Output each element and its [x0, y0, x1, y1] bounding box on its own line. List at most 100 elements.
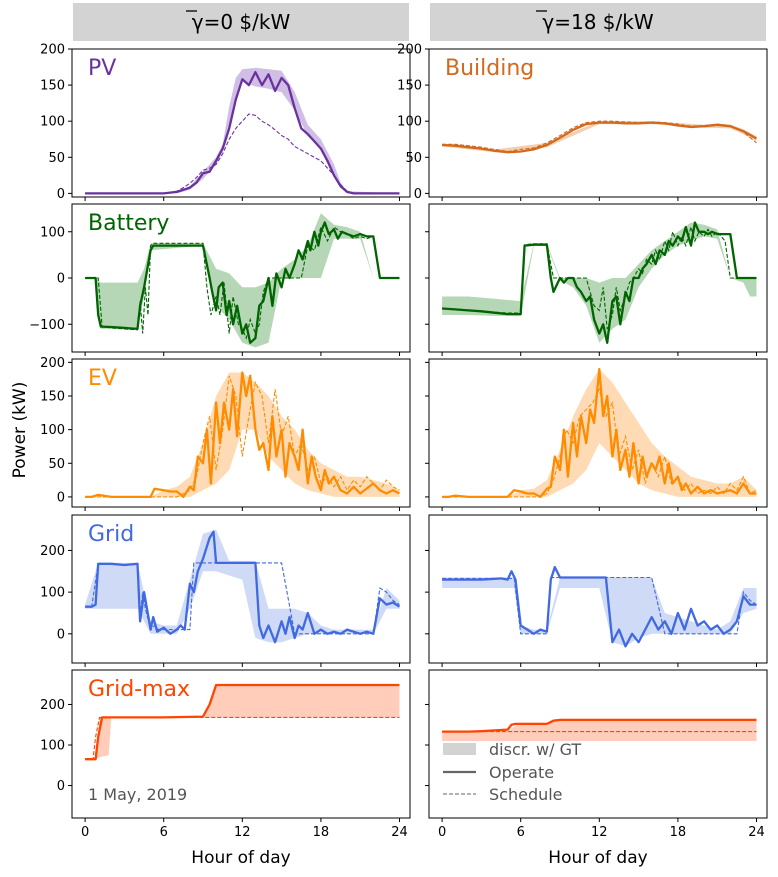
panel-ev-left: 0 50 100 150 200 EV — [40, 356, 411, 511]
panel-pv-right-plot — [442, 120, 758, 154]
y-axis-title: Power (kW) — [10, 382, 30, 479]
panel-gridmax-left-xtick-label: 6 — [160, 825, 168, 840]
panel-ev-left-ytick-label: 0 — [57, 490, 65, 505]
column-title-left: γ=0 $/kW — [192, 10, 291, 34]
panel-gridmax-left-schedule-line — [85, 716, 400, 760]
panel-gridmax-right-xtick-label: 18 — [670, 825, 687, 840]
panel-grid-left-label: Grid — [88, 522, 134, 547]
panel-pv-right-schedule-line — [442, 120, 757, 153]
column-title-left-rest: =0 $/kW — [204, 10, 291, 34]
panel-grid-left-schedule-line — [85, 562, 400, 635]
panel-pv-left-plot — [85, 67, 400, 195]
legend-operate-label: Operate — [489, 763, 554, 782]
panel-pv-right-discrepancy-band — [442, 121, 757, 153]
x-axis-title-right: Hour of day — [548, 848, 647, 868]
panel-gridmax-left-xtick-label: 24 — [391, 825, 408, 840]
legend: discr. w/ GT Operate Schedule — [443, 740, 581, 804]
panel-ev-left-discrepancy-band — [85, 372, 400, 497]
legend-band-swatch — [443, 743, 476, 755]
panel-gridmax-left-ytick-label: 0 — [57, 779, 65, 794]
panel-gridmax-left-frame — [71, 669, 411, 819]
panel-ev-right-discrepancy-band — [442, 369, 757, 497]
panel-gridmax-right-xtick-label: 0 — [438, 825, 446, 840]
panels: 0 50 100 150 200 PV 0 50 100 150 200 Building −100 0 1… — [29, 43, 768, 840]
panel-gridmax-right-frame — [428, 669, 768, 819]
panel-pv-left-ytick-label: 50 — [48, 151, 65, 166]
panel-grid-right-plot — [442, 565, 757, 648]
panel-gridmax-right: 0 6 12 18 24 — [425, 669, 768, 840]
panel-ev-left-schedule-line — [85, 375, 400, 498]
panel-gridmax-left-xtick-label: 12 — [234, 825, 251, 840]
panel-grid-left-operate-line — [85, 530, 401, 644]
gamma-symbol-right: γ — [542, 10, 554, 34]
panel-pv-left-discrepancy-band — [85, 67, 400, 194]
panel-gridmax-left-discrepancy-band — [85, 684, 400, 760]
panel-gridmax-right-plot — [442, 718, 757, 741]
panel-pv-right-frame — [428, 48, 768, 198]
panel-ev-left-ytick-label: 150 — [40, 390, 65, 405]
legend-schedule-label: Schedule — [489, 785, 563, 804]
x-axis-title-left: Hour of day — [191, 848, 290, 868]
panel-battery-left: −100 0 100 Battery — [29, 203, 411, 356]
column-header-right: γ=18 $/kW — [430, 3, 766, 41]
panel-pv-right-ytick-label: 150 — [397, 79, 422, 94]
panel-pv-right-ytick-label: 100 — [397, 115, 422, 130]
panel-pv-left-ytick-label: 100 — [40, 115, 65, 130]
panel-grid-left-ytick-label: 0 — [57, 627, 65, 642]
panel-battery-left-discrepancy-band — [85, 213, 400, 348]
panel-battery-left-ytick-label: 0 — [57, 272, 65, 287]
panel-battery-right-plot — [442, 221, 757, 344]
panel-pv-left-ytick-label: 200 — [40, 43, 65, 58]
panel-gridmax-left-xtick-label: 18 — [313, 825, 330, 840]
panel-gridmax-left: 0 100 200 0 6 12 18 24 Grid-max — [40, 669, 411, 840]
panel-grid-right-schedule-line — [442, 576, 757, 635]
panel-gridmax-right-operate-line — [442, 718, 757, 733]
panel-battery-right-discrepancy-band — [442, 222, 757, 343]
panel-pv-left-ytick-label: 150 — [40, 79, 65, 94]
panel-gridmax-right-xtick-label: 6 — [517, 825, 525, 840]
panel-pv-left-ytick-label: 0 — [57, 187, 65, 202]
column-title-right: γ=18 $/kW — [542, 10, 653, 34]
panel-ev-right-plot — [442, 367, 757, 499]
panel-ev-left-ytick-label: 100 — [40, 423, 65, 438]
gamma-symbol-left: γ — [192, 10, 204, 34]
date-annotation: 1 May, 2019 — [88, 785, 187, 804]
legend-band-label: discr. w/ GT — [489, 740, 581, 759]
panel-pv-left: 0 50 100 150 200 PV — [40, 43, 411, 202]
panel-grid-left-ytick-label: 200 — [40, 544, 65, 559]
panel-ev-left-ytick-label: 200 — [40, 356, 65, 371]
panel-pv-right: 0 50 100 150 200 Building — [397, 43, 768, 202]
panel-ev-left-frame — [71, 358, 411, 508]
panel-gridmax-left-operate-line — [85, 683, 400, 761]
panel-battery-left-ytick-label: −100 — [29, 318, 65, 333]
panel-grid-right — [425, 514, 768, 667]
panel-gridmax-left-ytick-label: 200 — [40, 698, 65, 713]
panel-battery-right — [425, 203, 768, 356]
panel-pv-right-ytick-label: 0 — [414, 187, 422, 202]
panel-pv-right-operate-line — [442, 121, 758, 154]
panel-pv-left-frame — [71, 48, 411, 198]
panel-grid-left-frame — [71, 514, 411, 664]
panel-grid-left: 0 100 200 Grid — [40, 514, 411, 667]
panel-ev-left-plot — [85, 371, 401, 499]
panel-gridmax-right-xtick-label: 24 — [748, 825, 765, 840]
panel-ev-right — [425, 358, 768, 511]
panel-pv-right-label: Building — [445, 56, 534, 81]
panel-gridmax-left-label: Grid-max — [88, 677, 190, 702]
panel-battery-right-operate-line — [442, 221, 757, 344]
column-title-right-rest: =18 $/kW — [554, 10, 654, 34]
column-header-left: γ=0 $/kW — [73, 3, 409, 41]
panel-pv-left-schedule-line — [85, 113, 400, 194]
panel-grid-right-operate-line — [442, 565, 757, 648]
panel-ev-left-ytick-label: 50 — [48, 457, 65, 472]
panel-battery-left-ytick-label: 100 — [40, 225, 65, 240]
panel-ev-right-schedule-line — [442, 387, 757, 498]
panel-grid-right-frame — [428, 514, 768, 664]
panel-gridmax-left-plot — [85, 683, 400, 761]
panel-ev-left-operate-line — [85, 371, 401, 499]
panel-gridmax-left-ytick-label: 100 — [40, 739, 65, 754]
panel-ev-right-operate-line — [442, 367, 757, 499]
panel-battery-left-plot — [85, 213, 400, 348]
panel-pv-left-label: PV — [88, 56, 116, 81]
